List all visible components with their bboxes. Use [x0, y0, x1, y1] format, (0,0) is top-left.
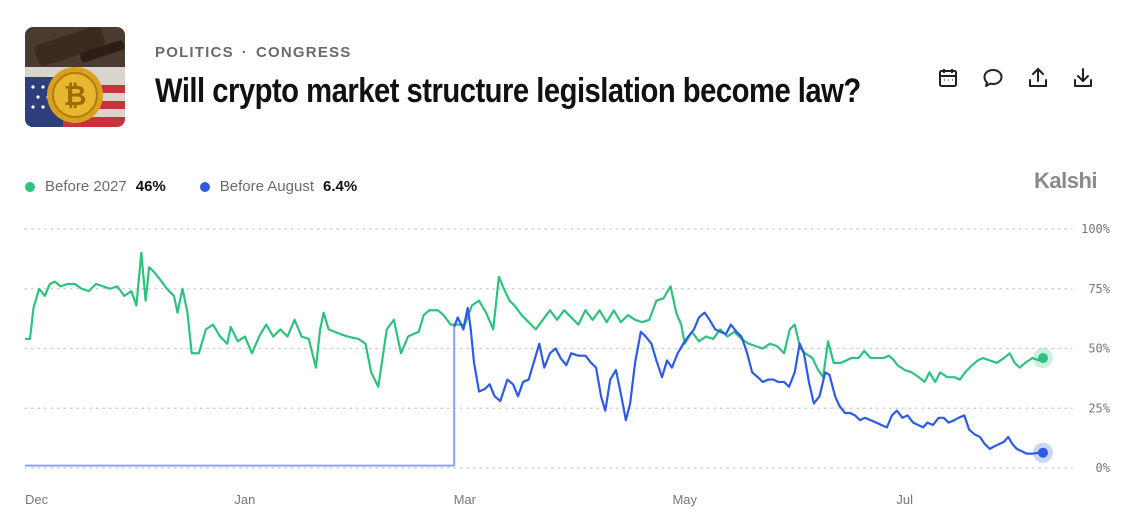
brand-logo: Kalshi: [1034, 168, 1098, 193]
y-tick-label: 100%: [1081, 222, 1111, 236]
y-tick-label: 75%: [1088, 282, 1110, 296]
legend-swatch: [25, 181, 35, 192]
page-title: Will crypto market structure legislation…: [155, 72, 861, 110]
comment-icon: [983, 69, 1003, 87]
legend-value: 6.4%: [323, 178, 358, 195]
calendar-icon: [939, 69, 957, 87]
download-button[interactable]: [1071, 66, 1095, 90]
share-icon: [1029, 68, 1047, 87]
price-history-chart: 100% 75% 50% 25% 0% Dec Jan Mar May Jul: [24, 222, 1111, 507]
endpoint-dot: [1038, 353, 1048, 364]
grid-lines: [24, 228, 1073, 469]
x-tick-label: May: [672, 492, 697, 507]
endpoint-dot: [1038, 447, 1048, 458]
market-thumbnail: ₿: [25, 27, 125, 127]
breadcrumb-separator: ·: [241, 44, 248, 61]
series-line-before-2027: [25, 251, 1044, 388]
chart-legend: Before 2027 46% Before August 6.4%: [25, 178, 357, 195]
x-tick-label: Dec: [25, 492, 49, 507]
download-icon: [1074, 68, 1092, 87]
series-line-before-august: [453, 306, 1043, 455]
series-line-before-august-inactive: [25, 326, 456, 467]
breadcrumb: POLITICS · CONGRESS: [155, 44, 351, 61]
y-axis-ticks: 100% 75% 50% 25% 0%: [1081, 222, 1111, 475]
legend-swatch: [199, 181, 210, 192]
x-tick-label: Jan: [234, 492, 255, 507]
legend-item-before-2027[interactable]: Before 2027 46%: [25, 178, 166, 195]
legend-item-before-august[interactable]: Before August 6.4%: [199, 178, 358, 195]
legend-value: 46%: [135, 178, 166, 195]
action-toolbar: [936, 66, 1095, 90]
legend-label: Before August: [219, 178, 314, 195]
crypto-gavel-image: ₿: [25, 27, 125, 127]
x-tick-label: Mar: [454, 492, 477, 507]
svg-text:₿: ₿: [64, 79, 87, 112]
breadcrumb-category[interactable]: POLITICS: [155, 44, 234, 61]
y-tick-label: 50%: [1088, 342, 1110, 356]
legend-label: Before 2027: [45, 178, 127, 195]
y-tick-label: 25%: [1088, 401, 1110, 415]
y-tick-label: 0%: [1096, 461, 1111, 475]
series-lines: [25, 251, 1044, 467]
breadcrumb-subcategory[interactable]: CONGRESS: [255, 44, 352, 61]
series-endpoints: [1033, 348, 1053, 463]
comments-button[interactable]: [981, 66, 1005, 90]
calendar-button[interactable]: [936, 66, 960, 90]
x-tick-label: Jul: [896, 492, 913, 507]
x-axis-ticks: Dec Jan Mar May Jul: [25, 492, 913, 507]
share-button[interactable]: [1026, 66, 1050, 90]
